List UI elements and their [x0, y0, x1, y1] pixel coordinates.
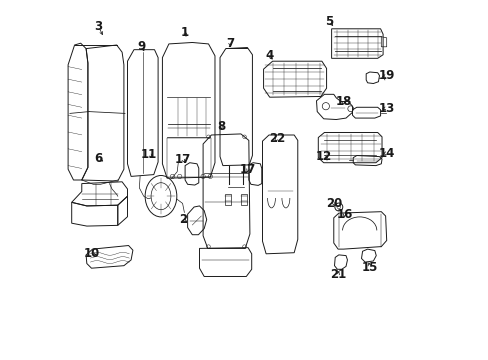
Text: 14: 14: [378, 147, 394, 159]
Text: 4: 4: [265, 49, 273, 62]
Text: 3: 3: [95, 21, 102, 33]
Text: 9: 9: [138, 40, 146, 53]
Text: 20: 20: [325, 197, 341, 210]
Bar: [225, 194, 231, 205]
Text: 8: 8: [217, 120, 225, 133]
Bar: [241, 194, 246, 205]
Text: 18: 18: [335, 95, 351, 108]
Text: 2: 2: [179, 213, 187, 226]
Text: 10: 10: [83, 247, 100, 260]
Text: 13: 13: [378, 102, 394, 114]
Text: 17: 17: [175, 153, 191, 166]
Text: 12: 12: [315, 150, 331, 163]
Text: 21: 21: [329, 268, 346, 281]
Text: 11: 11: [141, 148, 157, 161]
Text: 1: 1: [181, 26, 189, 39]
Text: 6: 6: [94, 152, 102, 165]
Text: 16: 16: [336, 208, 352, 221]
Text: 22: 22: [268, 132, 285, 145]
Text: 7: 7: [225, 37, 234, 50]
Text: 19: 19: [378, 69, 394, 82]
Text: 17: 17: [240, 163, 256, 176]
Text: 5: 5: [325, 15, 332, 28]
Text: 15: 15: [361, 261, 377, 274]
